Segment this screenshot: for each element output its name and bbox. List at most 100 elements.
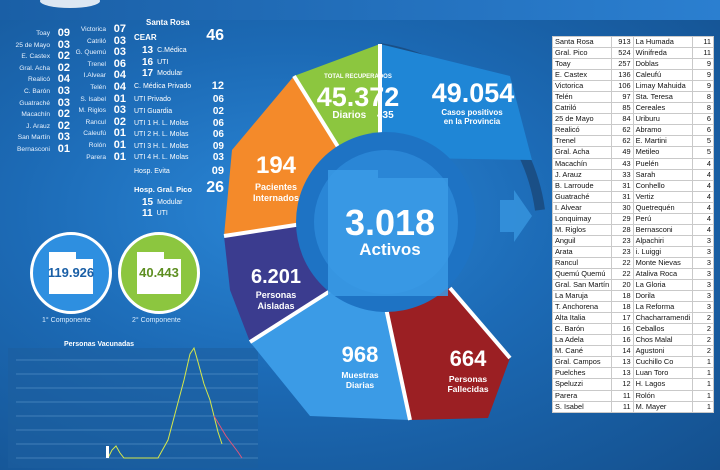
component-2-value: 40.443 bbox=[139, 265, 179, 280]
unit-count: 06 bbox=[212, 129, 224, 141]
table-row: 25 de Mayo 84 Uriburu 6 bbox=[551, 113, 714, 126]
case-count-cell: 3 bbox=[692, 256, 714, 269]
unit-count: 03 bbox=[212, 152, 224, 164]
locality-cell: Monte Nievas bbox=[632, 256, 694, 269]
case-count-cell: 2 bbox=[692, 323, 714, 336]
locality-count: 01 bbox=[57, 142, 70, 155]
vaccinated-chart-svg: Personas Vacunadas bbox=[8, 341, 258, 468]
locality-cell: Gral. Pico bbox=[551, 47, 613, 60]
ring-separators bbox=[223, 44, 512, 421]
locality-row: Rancul 02 bbox=[72, 116, 126, 129]
case-count-cell: 136 bbox=[611, 69, 634, 82]
locality-row: M. Riglos 03 bbox=[72, 105, 126, 117]
case-count-cell: 33 bbox=[611, 168, 634, 181]
case-count-cell: 4 bbox=[692, 179, 714, 192]
locality-cell: 25 de Mayo bbox=[551, 113, 613, 126]
case-count-cell: 1 bbox=[692, 356, 714, 369]
table-row: M. Cané 14 Agustoni 2 bbox=[551, 345, 714, 358]
unit-row: 15 Modular bbox=[142, 197, 224, 209]
case-count-cell: 257 bbox=[611, 58, 634, 71]
case-count-cell: 23 bbox=[611, 234, 634, 247]
case-count-cell: 11 bbox=[692, 35, 714, 49]
locality-cell: Rolón bbox=[632, 389, 694, 402]
aisladas-value: 6.201 bbox=[250, 266, 302, 288]
locality-cell: Rancul bbox=[551, 256, 613, 269]
case-count-cell: 3 bbox=[692, 290, 714, 303]
case-count-cell: 5 bbox=[692, 146, 714, 159]
locality-count: 01 bbox=[113, 127, 126, 140]
arrow-right-icon bbox=[500, 190, 532, 242]
locality-count: 03 bbox=[57, 38, 70, 51]
table-row: Gral. Acha 49 Metileo 5 bbox=[551, 146, 714, 159]
locality-name: I.Alvear bbox=[83, 72, 106, 80]
locality-name: Toay bbox=[36, 30, 50, 37]
locality-row: Caleufú 01 bbox=[72, 128, 126, 140]
locality-cell: Conhello bbox=[632, 179, 694, 192]
unit-row: 11 UTI bbox=[142, 208, 224, 220]
positivos-label-2: en la Provincia bbox=[443, 117, 501, 126]
uti-items: UTI Privado 06 UTI Guardia 02 UTI 1 H. L. Mo… bbox=[134, 94, 224, 164]
case-count-cell: 18 bbox=[611, 290, 634, 303]
unit-label: UTI 1 H. L. Molas bbox=[134, 119, 189, 127]
case-count-cell: 16 bbox=[611, 334, 634, 347]
unit-row: UTI 3 H. L. Molas 09 bbox=[134, 141, 224, 153]
locality-cell: Gral. Campos bbox=[551, 356, 613, 369]
locality-cell: La Adela bbox=[551, 334, 613, 347]
c-medica-privado-label: C. Médica Privado bbox=[134, 82, 192, 90]
recuperados-daily-label: Diarios bbox=[332, 110, 367, 121]
locality-count: 02 bbox=[57, 119, 70, 132]
case-count-cell: 18 bbox=[611, 301, 634, 314]
locality-cell: E. Castex bbox=[551, 69, 613, 82]
case-count-cell: 1 bbox=[692, 367, 714, 380]
table-row: Catriló 85 Cereales 8 bbox=[551, 102, 714, 115]
case-count-cell: 4 bbox=[692, 157, 714, 170]
locality-cell: Ceballos bbox=[632, 323, 694, 336]
table-row: E. Castex 136 Caleufú 9 bbox=[551, 69, 714, 82]
locality-row: Parera 01 bbox=[72, 151, 126, 164]
case-count-cell: 4 bbox=[692, 201, 714, 214]
locality-count: 02 bbox=[57, 108, 70, 121]
internados-label-2: Internados bbox=[252, 193, 299, 203]
table-row: La Maruja 18 Dorila 3 bbox=[551, 290, 714, 303]
locality-cell: La Maruja bbox=[551, 290, 613, 303]
locality-cell: Ataliva Roca bbox=[632, 267, 694, 281]
case-count-cell: 1 bbox=[692, 389, 714, 402]
case-count-cell: 1 bbox=[692, 400, 714, 413]
locality-cell: Limay Mahuida bbox=[632, 80, 694, 93]
locality-cell: Trenel bbox=[551, 135, 613, 148]
case-count-cell: 8 bbox=[692, 91, 714, 104]
unit-count: 09 bbox=[212, 140, 224, 152]
locality-name: Victorica bbox=[80, 26, 106, 33]
case-count-cell: 4 bbox=[692, 190, 714, 203]
locality-cell: Arata bbox=[551, 245, 613, 258]
locality-row: Telén 04 bbox=[72, 80, 126, 94]
locality-name: G. Quemú bbox=[75, 49, 106, 57]
internados-label-1: Pacientes bbox=[254, 182, 298, 192]
fallecidas-label-2: Fallecidas bbox=[447, 384, 489, 394]
table-row: M. Riglos 28 Bernasconi 4 bbox=[551, 223, 714, 236]
locality-name: Caleufú bbox=[83, 130, 106, 138]
pico-items: 15 Modular 11 UTI bbox=[142, 197, 224, 220]
locality-count: 04 bbox=[113, 80, 126, 93]
case-count-cell: 17 bbox=[611, 312, 634, 325]
table-row: B. Larroude 31 Conhello 4 bbox=[551, 179, 714, 192]
locality-count: 03 bbox=[113, 34, 126, 47]
unit-label: Modular bbox=[157, 70, 183, 78]
series-line-2 bbox=[213, 415, 243, 459]
locality-cell: E. Martini bbox=[632, 135, 694, 148]
case-count-cell: 11 bbox=[611, 400, 634, 413]
muestras-value: 968 bbox=[341, 342, 379, 367]
locality-row: Victorica 07 bbox=[72, 23, 126, 36]
hosp-evita-label: Hosp. Evita bbox=[134, 167, 170, 175]
table-row: Trenel 62 E. Martini 5 bbox=[551, 135, 714, 148]
fallecidas-value: 664 bbox=[449, 346, 487, 371]
table-row: Realicó 62 Abramo 6 bbox=[551, 124, 714, 137]
unit-count: 06 bbox=[212, 94, 224, 106]
aisladas-label-2: Aisladas bbox=[257, 301, 295, 311]
case-count-cell: 2 bbox=[692, 334, 714, 347]
locality-count: 03 bbox=[113, 104, 126, 117]
locality-cell: Perú bbox=[632, 212, 694, 225]
locality-cell: J. Arauz bbox=[551, 168, 613, 181]
table-row: Victorica 106 Limay Mahuida 9 bbox=[551, 80, 714, 93]
internados-value: 194 bbox=[255, 152, 297, 179]
